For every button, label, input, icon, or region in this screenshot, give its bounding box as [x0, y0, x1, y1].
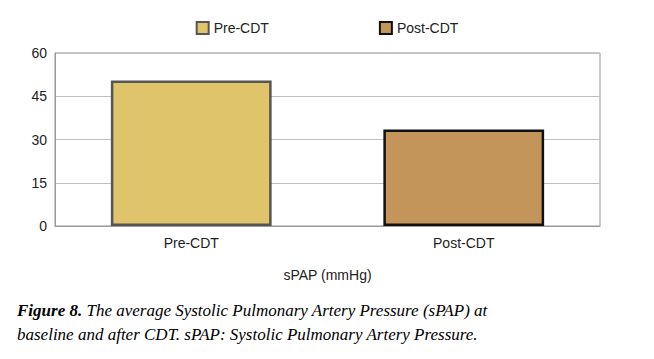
svg-text:0: 0	[39, 218, 47, 234]
svg-text:Figure 8.: Figure 8.	[16, 301, 82, 320]
svg-text:Post-CDT: Post-CDT	[433, 235, 495, 251]
svg-text:Post-CDT: Post-CDT	[397, 20, 459, 36]
svg-text:30: 30	[31, 132, 47, 148]
svg-text:Pre-CDT: Pre-CDT	[164, 235, 220, 251]
svg-text:Pre-CDT: Pre-CDT	[214, 20, 270, 36]
svg-text:The average Systolic Pulmonary: The average Systolic Pulmonary Artery Pr…	[82, 301, 491, 320]
svg-text:baseline and after CDT. sPAP:: baseline and after CDT. sPAP: Systolic P…	[17, 325, 478, 344]
svg-text:15: 15	[31, 175, 47, 191]
svg-text:60: 60	[31, 45, 47, 61]
svg-text:sPAP (mmHg): sPAP (mmHg)	[283, 267, 371, 283]
svg-text:45: 45	[31, 88, 47, 104]
